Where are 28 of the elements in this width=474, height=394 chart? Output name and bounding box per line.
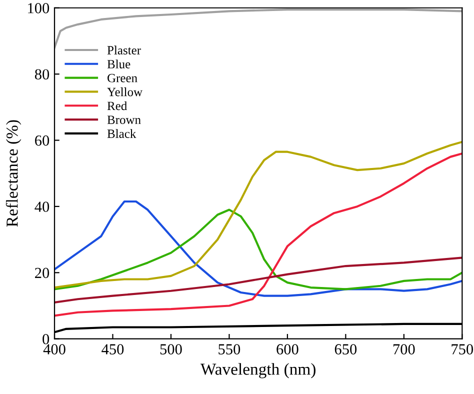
x-tick-label: 450 bbox=[102, 344, 124, 354]
legend-label: Plaster bbox=[107, 46, 141, 54]
y-tick-label: 0 bbox=[42, 334, 50, 344]
y-axis-title: Reflectance (%) bbox=[6, 120, 22, 227]
line-series bbox=[54, 152, 462, 317]
x-tick-label: 600 bbox=[276, 344, 298, 354]
x-tick-label: 750 bbox=[452, 344, 474, 354]
legend-label: Black bbox=[107, 129, 136, 138]
x-tick-label: 650 bbox=[334, 344, 357, 354]
line-series bbox=[54, 200, 462, 297]
y-tick-label: 20 bbox=[35, 268, 50, 278]
x-axis-title: Wavelength (nm) bbox=[200, 363, 316, 378]
y-tick-label: 60 bbox=[35, 135, 50, 146]
line-series bbox=[54, 256, 462, 304]
x-tick-label: 550 bbox=[218, 344, 240, 354]
legend-label: Yellow bbox=[107, 87, 143, 96]
line-series bbox=[54, 208, 462, 290]
y-tick-label: 80 bbox=[34, 69, 50, 80]
legend-label: Blue bbox=[107, 60, 130, 68]
legend-label: Brown bbox=[107, 116, 141, 124]
x-tick-label: 500 bbox=[160, 344, 182, 354]
legend-label: Red bbox=[107, 101, 127, 110]
y-tick-label: 100 bbox=[28, 3, 50, 14]
x-tick-label: 700 bbox=[393, 344, 415, 354]
line-series bbox=[54, 140, 462, 289]
y-tick-label: 40 bbox=[34, 202, 50, 212]
legend-label: Green bbox=[108, 74, 138, 82]
x-tick-label: 400 bbox=[43, 344, 66, 354]
